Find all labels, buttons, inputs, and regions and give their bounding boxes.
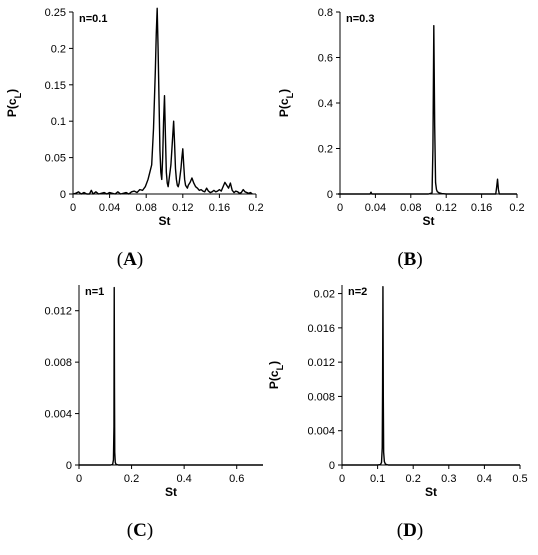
x-tick-label: 0.2 — [248, 202, 263, 214]
panel-label-close: ) — [147, 520, 153, 541]
y-tick-label: 0.008 — [44, 357, 72, 369]
series-line — [72, 7, 253, 195]
panel-label-close: ) — [137, 249, 143, 270]
x-tick-label: 0.4 — [477, 473, 492, 485]
x-tick-label: 0.08 — [400, 202, 421, 214]
y-tick-label: 0.2 — [51, 43, 66, 55]
series-line — [79, 286, 263, 466]
y-tick-label: 0.02 — [314, 289, 335, 301]
annotation-label: n=2 — [348, 286, 367, 298]
panel-a: 0 0.04 0.08 0.12 0.16 0.2 0 0.05 0.1 0.15 0.2 0.25 S… — [5, 7, 264, 270]
x-tick-label: 0 — [337, 202, 343, 214]
y-axis-label-close: ) — [5, 89, 19, 93]
y-tick-label: 0.6 — [318, 53, 333, 65]
y-tick-label: 0 — [327, 189, 333, 201]
panel-b: 0 0.04 0.08 0.12 0.16 0.2 0 0.2 0.4 0.6 0.8 St P(cL)… — [277, 7, 525, 270]
x-tick-label: 0 — [339, 473, 345, 485]
x-tick-label: 0.2 — [509, 202, 524, 214]
x-tick-label: 0.3 — [441, 473, 456, 485]
y-tick-label: 0.8 — [318, 7, 333, 19]
annotation-label: n=1 — [85, 286, 104, 298]
x-tick-label: 0.12 — [435, 202, 456, 214]
series-line — [342, 286, 520, 466]
y-axis-label-subscript: L — [13, 92, 23, 98]
y-tick-label: 0.008 — [307, 391, 335, 403]
x-tick-label: 0.04 — [365, 202, 386, 214]
annotation-label: n=0.1 — [79, 13, 107, 25]
panel-label: (B) — [397, 249, 422, 270]
x-tick-label: 0.5 — [512, 473, 527, 485]
y-tick-label: 0 — [66, 460, 72, 472]
y-axis-label-close: ) — [267, 361, 281, 365]
x-tick-label: 0.16 — [209, 202, 230, 214]
x-axis-label: St — [165, 485, 177, 499]
x-tick-label: 0.12 — [172, 202, 193, 214]
series-line — [338, 24, 517, 195]
y-axis-label: P(cL) — [267, 361, 285, 389]
y-tick-label: 0.016 — [307, 323, 335, 335]
y-axis-label-subscript: L — [285, 92, 295, 98]
panel-label-letter: A — [123, 249, 137, 270]
x-tick-label: 0.6 — [229, 473, 244, 485]
panel-label-close: ) — [417, 520, 423, 541]
x-tick-label: 0 — [70, 202, 76, 214]
y-tick-label: 0.25 — [45, 7, 66, 19]
y-tick-label: 0 — [60, 189, 66, 201]
panel-d: 0 0.1 0.2 0.3 0.4 0.5 0 0.004 0.008 0.012 0.016 0.0… — [267, 285, 528, 541]
x-axis-label: St — [425, 485, 437, 499]
panel-label-letter: B — [404, 249, 417, 270]
panel-label: (A) — [117, 249, 143, 270]
panel-label-open: ( — [397, 249, 403, 270]
y-tick-label: 0.012 — [44, 306, 72, 318]
x-tick-label: 0.16 — [471, 202, 492, 214]
y-tick-label: 0.2 — [318, 144, 333, 156]
x-tick-label: 0.4 — [176, 473, 191, 485]
y-tick-label: 0.012 — [307, 357, 335, 369]
x-tick-label: 0.08 — [135, 202, 156, 214]
y-tick-label: 0.004 — [307, 426, 335, 438]
panel-label-open: ( — [127, 520, 133, 541]
x-axis-label: St — [159, 214, 171, 228]
y-tick-label: 0.1 — [51, 116, 66, 128]
panel-label-open: ( — [397, 520, 403, 541]
panel-label: (D) — [397, 520, 423, 541]
y-tick-label: 0.4 — [318, 98, 333, 110]
y-axis-label: P(cL) — [277, 89, 295, 117]
x-tick-label: 0.2 — [406, 473, 421, 485]
y-tick-label: 0.05 — [45, 153, 66, 165]
y-tick-label: 0 — [329, 460, 335, 472]
y-axis-label-close: ) — [277, 89, 291, 93]
y-axis-label-main: P(c — [5, 98, 19, 117]
panel-label-close: ) — [416, 249, 422, 270]
x-tick-label: 0.04 — [99, 202, 120, 214]
panel-label: (C) — [127, 520, 153, 541]
x-tick-label: 0 — [76, 473, 82, 485]
annotation-label: n=0.3 — [346, 13, 374, 25]
y-axis-label-subscript: L — [275, 364, 285, 370]
y-axis-label-main: P(c — [267, 370, 281, 389]
y-tick-label: 0.004 — [44, 409, 72, 421]
x-tick-label: 0.1 — [370, 473, 385, 485]
y-axis-label-main: P(c — [277, 98, 291, 117]
x-axis-label: St — [423, 214, 435, 228]
panel-label-letter: D — [403, 520, 417, 541]
y-tick-label: 0.15 — [45, 80, 66, 92]
y-axis-label: P(cL) — [5, 89, 23, 117]
panel-label-letter: C — [133, 520, 147, 541]
panel-c: 0 0.2 0.4 0.6 0 0.004 0.008 0.012 St n=1 (C) — [44, 285, 263, 541]
x-tick-label: 0.2 — [124, 473, 139, 485]
panel-label-open: ( — [117, 249, 123, 270]
